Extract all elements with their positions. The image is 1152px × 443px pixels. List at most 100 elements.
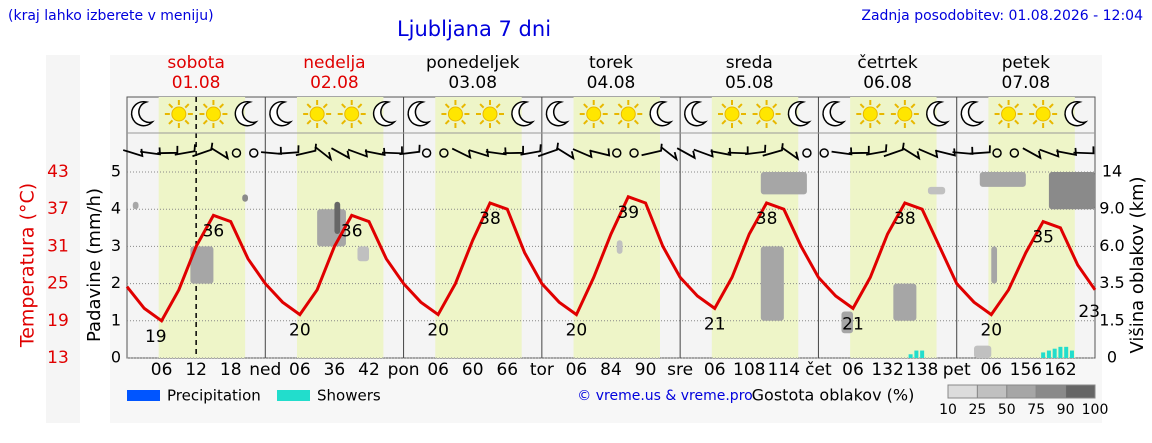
moon-icon — [130, 100, 155, 127]
sun-ray — [1032, 103, 1038, 109]
sun-ray — [168, 103, 174, 109]
wind-barb — [831, 147, 853, 156]
legend-swatch — [127, 390, 160, 401]
wind-barb — [295, 143, 317, 157]
x-tick-label: 06 — [980, 360, 1002, 380]
cloud-block — [242, 194, 248, 202]
temp-label: 38 — [479, 209, 501, 229]
x-tick-label: čet — [805, 360, 832, 380]
sun-ray — [1014, 103, 1020, 109]
cloud-tick-label: 0 — [1107, 348, 1117, 367]
moon-icon — [787, 100, 812, 127]
wind-barb — [331, 147, 351, 160]
x-tick-label: sre — [667, 360, 693, 380]
sun-ray — [1032, 119, 1038, 125]
credit: © vreme.us & vreme.pro — [577, 388, 752, 404]
sun-disc — [759, 106, 775, 122]
sun-disc — [205, 106, 221, 122]
cloud-block — [991, 246, 998, 284]
sun-icon — [337, 100, 366, 128]
day-date: 05.08 — [725, 73, 774, 93]
sun-ray — [737, 103, 743, 109]
wind-barb — [1022, 147, 1042, 160]
day-name: sobota — [167, 53, 225, 73]
sun-ray — [219, 119, 225, 125]
cloud-legend-box — [1065, 384, 1096, 399]
wind-calm — [1009, 148, 1020, 158]
cloud-block — [357, 246, 369, 262]
sun-ray — [184, 103, 190, 109]
sun-disc — [1035, 106, 1051, 122]
precip-bar — [1041, 352, 1046, 358]
wind-barb — [1073, 146, 1095, 155]
x-tick-label: 114 — [768, 360, 800, 380]
wind-barb — [157, 145, 179, 155]
x-tick-label: 90 — [635, 360, 657, 380]
day-name: sreda — [726, 53, 773, 73]
moon-icon — [511, 100, 536, 127]
temp-label: 39 — [617, 203, 639, 223]
sun-ray — [633, 119, 639, 125]
moon-icon — [545, 100, 570, 127]
sun-ray — [184, 119, 190, 125]
wind-barb — [710, 147, 732, 157]
cloud-block — [334, 201, 341, 234]
sun-ray — [599, 103, 605, 109]
temp-label: 38 — [894, 209, 916, 229]
cloud-block — [132, 201, 139, 210]
cloud-legend-label: 100 — [1082, 402, 1109, 418]
sun-disc — [862, 106, 878, 122]
moon-icon — [684, 100, 708, 127]
sun-ray — [617, 103, 623, 109]
wind-barb — [314, 146, 333, 162]
wind-calm — [612, 148, 622, 158]
note-right: Zadnja posodobitev: 01.08.2026 - 12:04 — [861, 8, 1143, 24]
wind-calm — [231, 148, 242, 158]
moon-icon — [372, 100, 397, 127]
sun-ray — [894, 103, 900, 109]
wind-barb — [780, 146, 800, 161]
sun-ray — [997, 103, 1003, 109]
wind-barb — [676, 147, 696, 160]
temp-label: 20 — [427, 321, 449, 341]
note-left: (kraj lahko izberete v meniju) — [8, 8, 214, 24]
sun-disc — [724, 106, 740, 122]
x-tick-label: 06 — [842, 360, 864, 380]
sun-ray — [495, 119, 501, 125]
cloud-block — [190, 246, 214, 284]
sun-ray — [875, 119, 881, 125]
sun-icon — [303, 100, 332, 128]
sun-ray — [772, 103, 778, 109]
sun-icon — [614, 100, 643, 128]
moon-icon — [407, 100, 432, 127]
sun-ray — [461, 103, 467, 109]
x-tick-label: 06 — [566, 360, 588, 380]
wind-barb — [192, 142, 214, 158]
sun-disc — [1001, 106, 1017, 122]
sun-ray — [341, 119, 347, 125]
x-tick-label: 108 — [733, 360, 765, 380]
moon-icon — [1064, 100, 1089, 127]
sun-ray — [357, 103, 363, 109]
sun-ray — [755, 103, 761, 109]
y-tick-label: 1 — [111, 310, 121, 329]
sun-ray — [599, 119, 605, 125]
precip-bar — [914, 350, 919, 358]
day-name: ponedeljek — [426, 53, 520, 73]
wind-barb — [660, 146, 679, 162]
day-date: 01.08 — [172, 73, 221, 93]
precip-bar — [1046, 350, 1051, 358]
sun-icon — [752, 100, 781, 128]
wind-barb — [1056, 147, 1078, 157]
y-axis-label: Padavine (mm/h) — [84, 188, 105, 342]
wind-barb — [210, 146, 230, 161]
sun-disc — [620, 106, 636, 122]
wind-barb — [174, 144, 196, 156]
cloud-block — [979, 172, 1026, 187]
precip-bar — [1052, 348, 1057, 358]
moon-icon — [960, 100, 985, 127]
wind-barb — [901, 146, 921, 161]
sun-ray — [357, 119, 363, 125]
day-name: petek — [1002, 53, 1050, 73]
moon-icon — [234, 100, 259, 127]
